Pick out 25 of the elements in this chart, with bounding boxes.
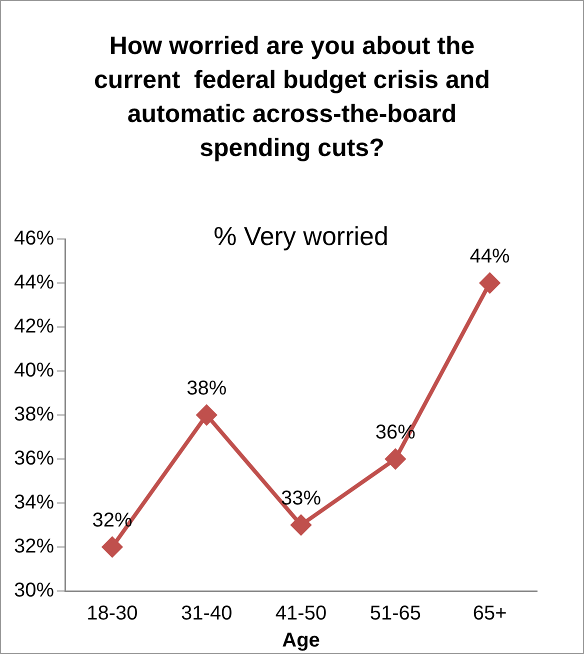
data-label: 33% [281, 488, 322, 510]
x-tick-label: 31-40 [181, 602, 232, 625]
y-tick-label: 32% [14, 536, 54, 558]
chart-subtitle: % Very worried [214, 221, 388, 252]
y-tick-label: 36% [14, 448, 54, 470]
x-tick-label: 41-50 [275, 602, 327, 625]
y-tick-label: 46% [14, 228, 54, 250]
chart-title: How worried are you about the current federal budget crisis and automatic across-the-board spending cuts? [93, 31, 491, 164]
y-tick-label: 34% [14, 492, 54, 514]
x-axis-title: Age [282, 630, 320, 652]
y-tick-label: 40% [14, 360, 54, 382]
x-tick-label: 18-30 [86, 602, 138, 625]
y-tick-label: 44% [14, 272, 54, 294]
x-tick-label: 51-65 [370, 602, 421, 625]
y-tick-label: 42% [14, 316, 54, 338]
point [196, 405, 217, 425]
point [102, 537, 122, 557]
data-label: 44% [470, 246, 510, 268]
y-tick-label: 38% [14, 404, 54, 426]
point [480, 273, 500, 293]
y-tick-label: 30% [14, 580, 54, 602]
point [385, 449, 406, 469]
x-tick-label: 65+ [472, 602, 507, 625]
data-label: 38% [186, 378, 227, 400]
point [291, 515, 312, 535]
